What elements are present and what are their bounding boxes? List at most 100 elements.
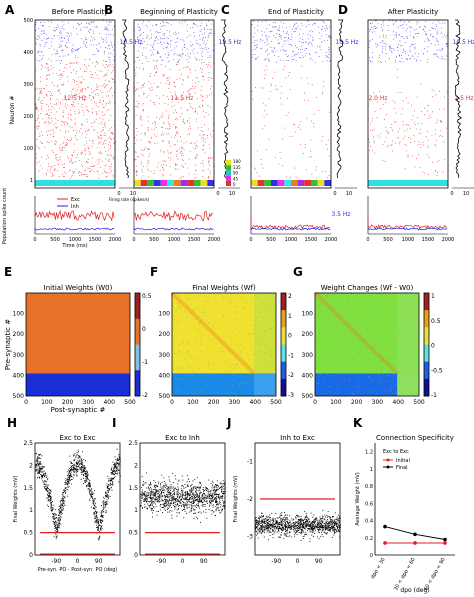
heatmap-noise [232, 363, 234, 365]
inh-spike [38, 161, 40, 163]
heatmap-noise [195, 307, 197, 309]
synapse-point [95, 512, 97, 514]
exc-weights-block [26, 293, 130, 374]
exc-spike [41, 25, 43, 27]
inh-spike [443, 141, 445, 143]
synapse-point [59, 511, 61, 513]
inh-spike [251, 91, 253, 92]
synapse-point [107, 488, 109, 490]
exc-spike [41, 51, 43, 53]
synapse-point [59, 519, 61, 521]
exc-spike [265, 28, 267, 30]
inh-spike [149, 141, 151, 143]
exc-spike [279, 27, 280, 29]
inh-spike [161, 140, 163, 142]
synapse-point [71, 463, 73, 465]
inh-spike [62, 122, 64, 123]
inh-spike [58, 164, 60, 165]
inh-spike [105, 102, 107, 104]
heatmap-noise [391, 318, 393, 320]
exc-spike [436, 53, 437, 55]
exc-spike [283, 50, 285, 51]
exc-spike [84, 39, 86, 41]
synapse-point [116, 463, 118, 465]
synapse-point [61, 505, 63, 507]
inh-spike [201, 135, 203, 137]
inh-spike [62, 164, 64, 165]
inh-spike [435, 122, 437, 124]
synapse-point [118, 481, 120, 483]
inh-spike [399, 128, 401, 130]
heatmap-noise [410, 373, 412, 375]
heatmap-ytick: 500 [13, 393, 25, 400]
exc-spike [188, 55, 190, 57]
synapse-point [43, 484, 45, 486]
exc-spike [424, 40, 426, 42]
inh-spike [110, 155, 112, 157]
heatmap-noise [387, 369, 389, 371]
stimulus-bar-segment [271, 180, 278, 186]
synapse-point [69, 467, 71, 469]
synapse-point [37, 460, 39, 462]
heatmap-noise [254, 366, 256, 368]
synapse-point [44, 484, 46, 485]
heatmap-noise [401, 373, 403, 375]
synapse-point [176, 515, 178, 517]
exc-spike [437, 33, 439, 35]
inh-spike [86, 109, 88, 111]
synapse-point [49, 492, 51, 494]
exc-spike [275, 50, 277, 52]
inh-spike [100, 138, 102, 139]
inh-spike [56, 73, 57, 75]
inh-spike [282, 68, 284, 70]
inh-spike [49, 171, 51, 173]
synapse-point [94, 508, 96, 510]
synapse-point [171, 500, 173, 502]
inh-spike [169, 76, 171, 78]
inh-spike [53, 168, 55, 170]
heatmap-noise [189, 375, 191, 377]
exc-spike [205, 44, 206, 46]
synapse-point [92, 493, 94, 495]
exc-spike [166, 30, 168, 32]
heatmap-noise [393, 312, 395, 314]
synapse-point [208, 491, 210, 493]
inh-spike [376, 117, 378, 119]
synapse-point [37, 459, 39, 461]
inh-spike [195, 147, 197, 149]
inh-to-inh-block [397, 373, 419, 396]
synapse-point [159, 483, 161, 484]
inh-spike [280, 92, 282, 94]
inh-spike [144, 83, 146, 84]
synapse-point [152, 489, 154, 491]
time-tick: 2000 [325, 237, 338, 243]
inh-spike [135, 72, 137, 74]
exc-spike [88, 30, 89, 32]
inh-spike [134, 159, 136, 161]
synapse-point [116, 466, 118, 468]
inh-spike [48, 123, 50, 125]
synapse-point [206, 500, 208, 502]
exc-spike [291, 45, 292, 47]
heatmap-noise [244, 323, 246, 325]
inh-spike [179, 78, 181, 79]
inh-spike [203, 170, 205, 172]
inh-spike [86, 174, 88, 175]
synapse-point [182, 501, 184, 503]
synapse-point [81, 474, 83, 475]
synapse-point [102, 501, 104, 503]
inh-spike [168, 99, 169, 100]
heatmap-noise [197, 307, 199, 309]
heatmap-ytick: 100 [13, 311, 25, 318]
exc-spike [416, 33, 418, 34]
inh-spike [62, 99, 64, 101]
inh-spike [67, 124, 69, 126]
exc-spike [314, 23, 316, 25]
inh-spike [397, 68, 398, 70]
synapse-point [47, 490, 49, 492]
heatmap-noise [327, 294, 329, 296]
synapse-point [223, 503, 224, 505]
inh-spike [94, 65, 96, 67]
inh-spike [75, 130, 77, 132]
inh-spike [72, 154, 73, 156]
